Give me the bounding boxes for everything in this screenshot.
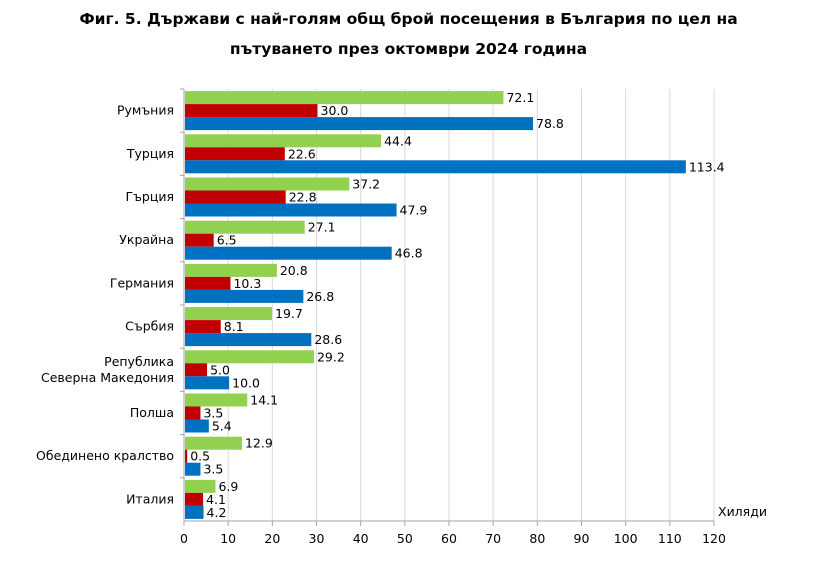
bar-series-red [185, 233, 214, 247]
bar-series-blue [185, 246, 392, 260]
x-tick-label: 10 [220, 531, 236, 546]
data-label: 26.8 [306, 289, 334, 304]
category-label: Сърбия [125, 319, 174, 334]
category-label: Турция [126, 146, 174, 161]
data-label: 28.6 [314, 332, 342, 347]
bar-series-red [185, 147, 285, 161]
bar-series-green [185, 220, 305, 234]
bar-series-red [185, 363, 208, 377]
bar-series-blue [185, 505, 204, 519]
bar-series-blue [185, 419, 209, 433]
bar-series-red [185, 492, 204, 506]
category-label: Република [104, 354, 174, 369]
x-tick-label: 0 [180, 531, 188, 546]
data-label: 3.5 [203, 406, 223, 421]
data-label: 20.8 [280, 263, 308, 278]
category-label: Гърция [125, 189, 174, 204]
bar-series-red [185, 276, 231, 290]
data-label: 14.1 [250, 393, 278, 408]
data-label: 30.0 [321, 103, 349, 118]
data-label: 72.1 [506, 90, 534, 105]
data-label: 27.1 [308, 220, 336, 235]
x-tick-label: 120 [702, 531, 726, 546]
bar-series-blue [185, 160, 686, 174]
bar-series-green [185, 393, 248, 407]
data-label: 4.1 [206, 492, 226, 507]
category-labels: Румъния Турция Гърция Украйна Германия Сърбия… [36, 103, 174, 507]
category-label: Обединено кралство [36, 448, 174, 463]
bar-series-blue [185, 289, 304, 303]
data-label: 8.1 [224, 319, 244, 334]
bar-series-blue [185, 117, 534, 131]
data-labels: 72.1 30.0 78.8 44.4 22.6 113.4 37.2 22.8 47.9 27.… [190, 90, 724, 520]
category-label: Румъния [117, 103, 174, 118]
data-label: 29.2 [317, 349, 345, 364]
bar-series-blue [185, 376, 230, 390]
chart-title-line-1: Фиг. 5. Държави с най-голям общ брой пос… [79, 10, 738, 28]
x-tick-label: 20 [264, 531, 280, 546]
data-label: 12.9 [245, 436, 273, 451]
x-tick-label: 110 [658, 531, 682, 546]
bar-series-green [185, 436, 242, 450]
x-tick-label: 30 [309, 531, 325, 546]
category-label: Полша [130, 405, 174, 420]
data-label: 46.8 [395, 246, 423, 261]
data-label: 10.3 [233, 276, 261, 291]
data-label: 6.9 [218, 479, 238, 494]
data-label: 37.2 [352, 177, 380, 192]
data-label: 113.4 [689, 159, 725, 174]
axes [180, 88, 715, 526]
data-label: 3.5 [203, 462, 223, 477]
bar-series-green [185, 134, 382, 148]
bar-series-green [185, 177, 350, 191]
category-label: Италия [126, 491, 174, 506]
bar-series-blue [185, 462, 201, 476]
x-tick-label: 90 [574, 531, 590, 546]
category-label: Северна Македония [41, 370, 174, 385]
bar-series-blue [185, 333, 312, 347]
data-label: 19.7 [275, 306, 303, 321]
data-label: 6.5 [217, 233, 237, 248]
data-label: 5.0 [210, 362, 230, 377]
bar-series-red [185, 104, 318, 118]
bar-series-red [185, 190, 286, 204]
data-label: 0.5 [190, 449, 210, 464]
data-label: 10.0 [232, 375, 260, 390]
bars [185, 91, 686, 519]
category-label: Украйна [119, 232, 174, 247]
data-label: 4.2 [207, 505, 227, 520]
data-label: 47.9 [400, 203, 428, 218]
data-label: 5.4 [212, 419, 232, 434]
category-label: Германия [110, 275, 174, 290]
x-tick-label: 100 [614, 531, 638, 546]
x-tick-label: 80 [529, 531, 545, 546]
x-tick-label: 40 [353, 531, 369, 546]
data-label: 78.8 [536, 116, 564, 131]
x-tick-labels: 0 10 20 30 40 50 60 70 80 90 100 110 120 [180, 531, 726, 546]
bar-series-blue [185, 203, 397, 217]
x-axis-unit-label: Хиляди [718, 504, 767, 519]
bar-series-green [185, 350, 314, 364]
data-label: 22.6 [288, 146, 316, 161]
data-label: 22.8 [289, 190, 317, 205]
bar-series-red [185, 320, 221, 334]
x-tick-label: 60 [441, 531, 457, 546]
bar-series-red [185, 406, 201, 420]
x-tick-label: 50 [397, 531, 413, 546]
bar-series-green [185, 307, 273, 321]
chart-title-line-2: пътуването през октомври 2024 година [229, 40, 588, 58]
x-tick-label: 70 [485, 531, 501, 546]
bar-series-red [185, 449, 188, 463]
bar-series-green [185, 263, 277, 277]
data-label: 44.4 [384, 133, 412, 148]
bar-series-green [185, 91, 504, 105]
bar-series-green [185, 479, 216, 493]
